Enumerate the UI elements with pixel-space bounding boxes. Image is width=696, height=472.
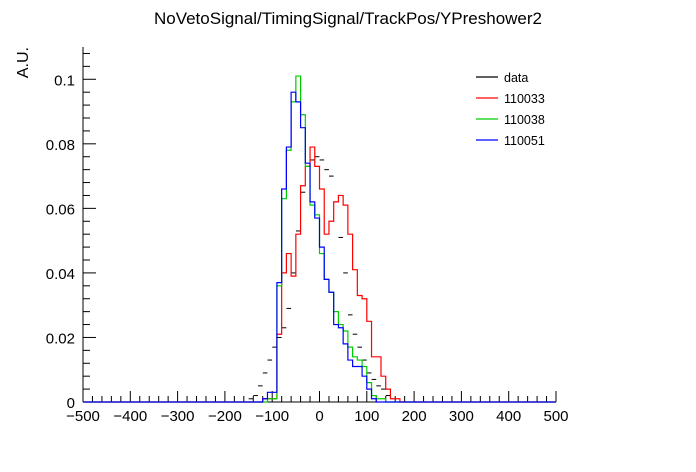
x-tick-label: 300 — [449, 408, 474, 425]
y-tick-label: 0.1 — [54, 72, 75, 89]
y-tick-label: 0.04 — [46, 266, 75, 283]
legend-label-110033: 110033 — [504, 92, 545, 106]
x-tick-label: −200 — [208, 408, 242, 425]
y-tick-label: 0.08 — [46, 137, 75, 154]
series-110033-step-line — [83, 146, 556, 403]
x-tick-label: 500 — [543, 408, 568, 425]
x-tick-label: −300 — [161, 408, 195, 425]
legend-label-110038: 110038 — [504, 113, 545, 127]
series-layer — [83, 75, 556, 403]
x-tick-label: 400 — [496, 408, 521, 425]
y-tick-label: 0 — [67, 395, 75, 412]
series-110051-step-line — [83, 91, 556, 403]
series-data-points — [248, 156, 391, 400]
x-tick-label: −400 — [113, 408, 147, 425]
x-axis: −500 −400 −300 −200 −100 0 100 200 300 400 500 — [66, 391, 569, 425]
legend: data 110033 110038 110051 — [476, 71, 545, 148]
y-axis: 0 0.02 0.04 0.06 0.08 0.1 — [46, 52, 96, 412]
x-tick-label: 200 — [402, 408, 427, 425]
x-tick-label: 0 — [315, 408, 323, 425]
y-tick-label: 0.02 — [46, 330, 75, 347]
x-tick-label: −100 — [255, 408, 289, 425]
y-axis-label: A.U. — [15, 47, 32, 78]
legend-label-data: data — [504, 71, 528, 85]
y-tick-label: 0.06 — [46, 201, 75, 218]
legend-label-110051: 110051 — [504, 134, 545, 148]
chart-title: NoVetoSignal/TimingSignal/TrackPos/YPres… — [154, 9, 542, 28]
x-tick-label: 100 — [354, 408, 379, 425]
x-tick-label: −500 — [66, 408, 100, 425]
